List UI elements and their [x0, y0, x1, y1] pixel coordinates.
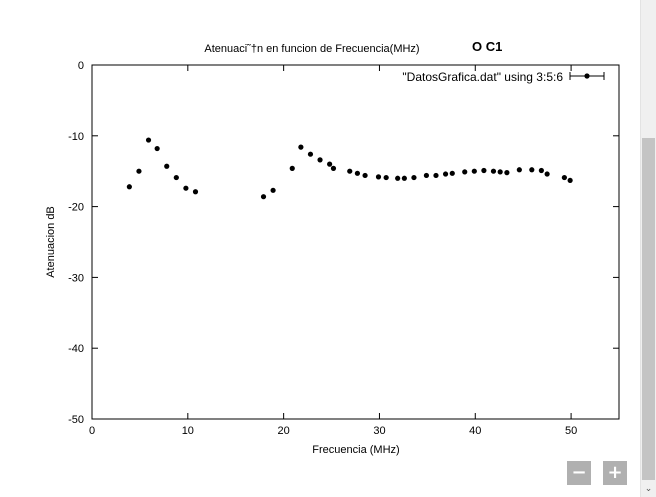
- data-point: [433, 172, 439, 179]
- data-point: [395, 175, 401, 181]
- y-tick-label: -10: [68, 131, 84, 143]
- data-point: [423, 172, 430, 179]
- legend-marker: [584, 73, 590, 79]
- scroll-down-icon[interactable]: ⌄: [644, 483, 653, 493]
- data-point: [516, 167, 522, 173]
- x-tick-label: 40: [469, 425, 481, 437]
- data-point: [567, 177, 573, 184]
- x-axis-title: Frecuencia (MHz): [312, 444, 399, 456]
- data-point: [490, 168, 497, 174]
- data-point: [289, 165, 295, 171]
- data-points: [126, 137, 573, 200]
- data-point: [136, 168, 142, 174]
- data-point: [362, 172, 368, 179]
- zoom-out-button[interactable]: −: [567, 461, 591, 485]
- data-point: [307, 151, 314, 157]
- axis-ticks: 0 10 20 30 40 50 0 -10 -20 -30 -40 -50: [68, 60, 619, 437]
- data-point: [270, 187, 276, 193]
- data-point: [354, 170, 361, 176]
- y-tick-label: -30: [68, 272, 84, 284]
- data-point: [401, 175, 407, 181]
- data-point: [154, 145, 160, 152]
- data-point: [183, 185, 189, 191]
- data-point: [462, 169, 468, 175]
- legend-label: "DatosGrafica.dat" using 3:5:6: [402, 70, 563, 84]
- y-axis-title: Atenuacion dB: [45, 206, 57, 278]
- data-point: [126, 184, 132, 190]
- data-point: [561, 174, 567, 181]
- data-point: [442, 171, 449, 177]
- scroll-thumb[interactable]: [642, 138, 655, 480]
- data-point: [330, 165, 337, 171]
- y-tick-label: -50: [68, 414, 84, 426]
- annotation-label: O C1: [472, 39, 503, 54]
- data-point: [504, 170, 510, 176]
- data-point: [471, 168, 477, 174]
- data-point: [411, 174, 417, 181]
- vertical-scrollbar[interactable]: ⌄: [640, 0, 656, 497]
- data-point: [298, 144, 304, 150]
- data-point: [145, 137, 152, 143]
- data-point: [164, 163, 170, 169]
- data-point: [173, 174, 179, 181]
- x-tick-label: 50: [565, 425, 577, 437]
- legend: "DatosGrafica.dat" using 3:5:6: [402, 70, 605, 84]
- data-point: [317, 157, 323, 163]
- data-point: [544, 171, 550, 177]
- data-point: [347, 168, 353, 174]
- data-point: [538, 167, 544, 174]
- data-point: [192, 189, 199, 195]
- x-tick-label: 20: [278, 425, 290, 437]
- data-point: [383, 174, 389, 181]
- y-tick-label: -40: [68, 343, 84, 355]
- x-tick-label: 30: [373, 425, 385, 437]
- data-point: [327, 161, 333, 167]
- plot-area: [91, 64, 620, 420]
- data-point: [375, 174, 382, 180]
- data-point: [481, 167, 487, 174]
- data-point: [449, 170, 455, 176]
- y-tick-label: 0: [78, 60, 84, 72]
- zoom-in-button[interactable]: +: [603, 461, 627, 485]
- data-point: [497, 169, 503, 175]
- x-tick-label: 0: [89, 425, 95, 437]
- x-tick-label: 10: [182, 425, 194, 437]
- chart-title: Atenuaci˜†n en funcion de Frecuencia(MHz…: [204, 43, 419, 55]
- data-point: [529, 167, 535, 173]
- data-point: [260, 194, 267, 200]
- y-tick-label: -20: [68, 202, 84, 214]
